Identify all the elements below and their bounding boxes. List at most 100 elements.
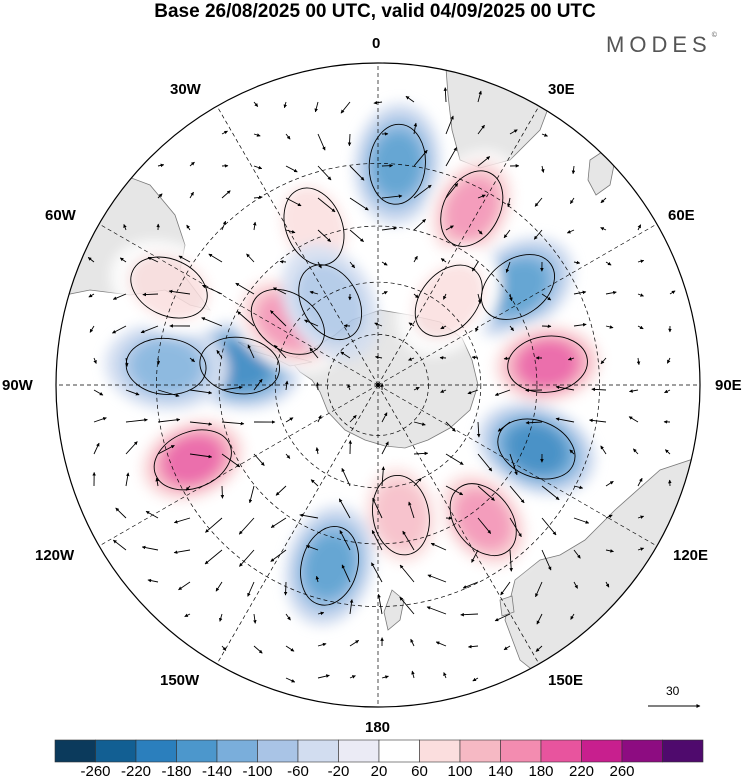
wind-arrow xyxy=(413,451,429,456)
wind-arrow xyxy=(637,259,645,264)
wind-arrow xyxy=(399,564,415,583)
wind-arrow xyxy=(413,421,426,426)
anomaly-12-level-2 xyxy=(130,339,202,394)
wind-arrow xyxy=(221,130,228,135)
wind-arrow xyxy=(535,581,543,598)
wind-arrow xyxy=(184,613,191,618)
wind-arrow xyxy=(413,218,426,231)
wind-arrow xyxy=(315,382,320,391)
wind-arrow xyxy=(413,149,428,167)
lat-circle-30 xyxy=(156,163,600,607)
wind-arrow xyxy=(541,293,552,301)
contour-5 xyxy=(449,483,517,557)
wind-vectors xyxy=(87,87,676,683)
wind-arrow xyxy=(435,641,447,647)
wind-arrow xyxy=(141,545,159,551)
wind-arrow xyxy=(477,194,486,199)
wind-arrow xyxy=(253,378,263,391)
wind-arrow xyxy=(140,325,159,334)
wind-arrow xyxy=(477,156,491,167)
wind-arrow xyxy=(566,229,575,234)
wind-arrow xyxy=(115,507,127,519)
wind-arrow xyxy=(189,453,213,459)
contour-9 xyxy=(199,336,280,395)
wind-arrow xyxy=(600,357,607,365)
colorbar xyxy=(54,739,704,763)
anomaly-6-level-2 xyxy=(373,480,428,551)
wind-arrow xyxy=(285,613,291,621)
wind-arrow xyxy=(477,517,492,534)
contour-8 xyxy=(153,429,232,491)
wind-arrow xyxy=(253,133,261,137)
wind-arrow xyxy=(628,416,639,423)
wind-arrow xyxy=(632,448,639,455)
wind-arrow xyxy=(347,384,351,391)
wind-arrow xyxy=(239,549,255,567)
wind-arrow xyxy=(216,349,223,359)
wind-arrow xyxy=(205,517,223,533)
wind-arrow xyxy=(477,293,482,304)
contour-10 xyxy=(250,288,325,355)
wind-arrow xyxy=(178,255,191,263)
wind-arrow xyxy=(371,530,383,551)
copyright-mark: © xyxy=(711,32,717,39)
wind-arrow xyxy=(310,479,319,487)
colorbar-tick-10: 140 xyxy=(487,763,514,780)
wind-arrow xyxy=(168,289,191,295)
wind-arrow xyxy=(509,293,513,302)
wind-arrow xyxy=(285,165,298,173)
wind-arrow xyxy=(555,385,575,391)
wind-arrow xyxy=(221,190,231,199)
meridian-210 xyxy=(216,384,379,665)
wind-arrow xyxy=(93,417,107,423)
wind-arrow xyxy=(472,677,479,682)
wind-arrow xyxy=(541,165,545,173)
wind-arrow xyxy=(509,129,518,135)
wind-arrow xyxy=(373,100,383,105)
anomaly-1-level-3 xyxy=(445,178,499,240)
meridian-30 xyxy=(377,105,540,386)
anomaly-5-level-3 xyxy=(455,490,511,550)
wind-arrow xyxy=(509,549,513,572)
wind-arrow xyxy=(221,385,243,391)
wind-arrow xyxy=(285,229,296,234)
label-180: 180 xyxy=(365,719,391,736)
wind-arrow xyxy=(637,293,644,297)
wind-arrow xyxy=(125,441,138,455)
colorbar-tick-1: -220 xyxy=(120,763,152,780)
graticule xyxy=(56,63,700,707)
wind-arrow xyxy=(413,184,432,199)
map-boundary xyxy=(55,62,701,708)
wind-arrow xyxy=(285,417,294,423)
wind-arrow xyxy=(155,477,159,487)
colorbar-swatch-11 xyxy=(500,739,542,763)
wind-arrow xyxy=(569,449,575,455)
wind-arrow xyxy=(93,357,97,364)
wind-arrow xyxy=(347,133,352,147)
wind-arrow xyxy=(253,453,265,466)
tasmania-land xyxy=(499,595,515,617)
wind-arrow xyxy=(305,545,319,551)
wind-arrow xyxy=(317,165,332,181)
wind-arrow xyxy=(272,287,287,295)
wind-arrow xyxy=(600,197,607,204)
wind-arrow xyxy=(468,644,479,649)
meridian-60 xyxy=(377,223,658,386)
wind-arrow xyxy=(427,574,447,583)
wind-arrow xyxy=(405,95,415,103)
wind-arrow xyxy=(605,514,613,519)
wind-arrow xyxy=(314,101,319,113)
wind-arrow xyxy=(541,549,552,571)
wind-arrow xyxy=(304,319,319,327)
wind-arrow xyxy=(157,418,181,423)
wind-arrow xyxy=(500,581,511,596)
wind-arrow xyxy=(252,221,257,231)
wind-arrow xyxy=(285,453,291,459)
wind-arrow xyxy=(339,530,351,551)
wind-arrow xyxy=(221,645,227,651)
colorbar-swatch-7 xyxy=(338,739,380,763)
wind-arrow xyxy=(285,133,291,140)
wind-arrow xyxy=(503,229,511,239)
wind-arrow xyxy=(371,562,383,583)
wind-arrow xyxy=(349,197,369,211)
